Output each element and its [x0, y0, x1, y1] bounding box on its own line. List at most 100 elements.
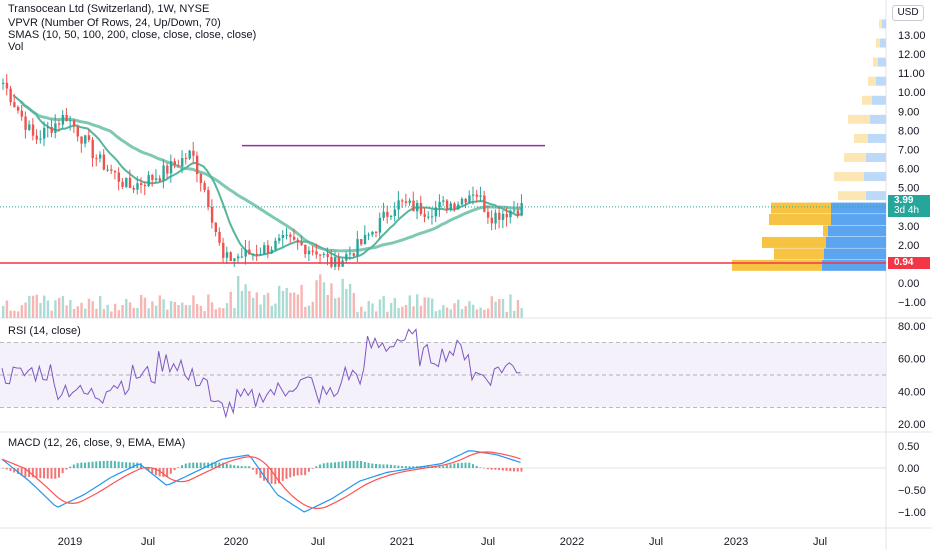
- volume-bar: [110, 311, 113, 318]
- volume-bar: [483, 309, 486, 318]
- candle-body: [207, 190, 210, 208]
- volume-bar: [199, 305, 203, 318]
- volume-bar: [251, 297, 255, 318]
- time-axis-label: 2021: [390, 536, 414, 548]
- volume-bar: [408, 295, 411, 318]
- vpvr-up-bar: [822, 259, 886, 271]
- time-axis-label: Jul: [813, 536, 827, 548]
- vpvr-down-bar: [771, 202, 831, 214]
- macd-histogram-bar: [393, 465, 396, 468]
- volume-bar: [50, 310, 53, 318]
- volume-bar: [169, 301, 173, 318]
- macd-histogram-bar: [311, 468, 314, 469]
- macd-line: [1, 450, 521, 513]
- candle-body: [61, 114, 65, 125]
- macd-histogram-bar: [233, 465, 236, 468]
- candle-body: [136, 183, 139, 190]
- macd-histogram-bar: [397, 465, 400, 468]
- volume-bar: [445, 307, 449, 318]
- volume-bar: [292, 292, 296, 318]
- candle-body: [240, 256, 244, 258]
- candle-body: [386, 211, 389, 217]
- price-tick-label: −1.00: [898, 297, 926, 309]
- price-tick-label: 2.00: [898, 240, 919, 252]
- macd-histogram-bar: [360, 461, 363, 468]
- macd-legend[interactable]: MACD (12, 26, close, 9, EMA, EMA): [8, 437, 186, 449]
- price-tick-label: 9.00: [898, 106, 919, 118]
- volume-bar: [16, 311, 20, 318]
- macd-histogram-bar: [442, 466, 445, 468]
- macd-histogram-bar: [125, 462, 128, 468]
- volume-bar: [214, 309, 218, 318]
- candle-body: [486, 211, 490, 218]
- price-tick-label: 10.00: [898, 87, 926, 99]
- volume-bar: [333, 298, 337, 318]
- candle-body: [397, 200, 400, 210]
- candle-body: [218, 232, 221, 243]
- macd-histogram-bar: [483, 468, 486, 469]
- candle-body: [222, 242, 225, 258]
- candle-body: [266, 245, 270, 254]
- volume-bar: [501, 298, 505, 318]
- rsi-legend[interactable]: RSI (14, close): [8, 325, 81, 337]
- currency-button[interactable]: USD: [892, 5, 924, 21]
- candle-body: [158, 178, 162, 181]
- candle-body: [375, 231, 378, 233]
- vpvr-down-bar: [838, 191, 866, 201]
- volume-bar: [222, 308, 225, 318]
- volume-bar: [393, 298, 397, 318]
- vol-legend[interactable]: Vol: [8, 41, 24, 53]
- vpvr-down-bar: [854, 133, 868, 143]
- macd-histogram-bar: [162, 468, 165, 477]
- candle-body: [113, 170, 117, 173]
- candle-body: [188, 150, 191, 159]
- macd-histogram-bar: [296, 468, 299, 476]
- candle-body: [274, 240, 277, 250]
- volume-bar: [367, 301, 370, 318]
- volume-bar: [270, 305, 273, 318]
- candle-body: [28, 124, 31, 130]
- symbol-title[interactable]: Transocean Ltd (Switzerland), 1W, NYSE: [8, 3, 210, 15]
- volume-bar: [479, 307, 482, 318]
- macd-histogram-bar: [337, 461, 340, 468]
- macd-histogram-bar: [285, 468, 288, 479]
- candle-body: [460, 198, 464, 205]
- price-tick-label: 0.00: [898, 278, 919, 290]
- volume-bar: [95, 308, 98, 318]
- macd-histogram-bar: [121, 461, 124, 468]
- vpvr-up-bar: [826, 236, 886, 248]
- volume-bar: [513, 310, 516, 318]
- candle-body: [352, 253, 356, 256]
- volume-bar: [65, 305, 68, 318]
- volume-bar: [360, 306, 363, 318]
- candle-body: [270, 249, 273, 254]
- candle-body: [464, 198, 467, 203]
- macd-histogram-bar: [255, 468, 258, 475]
- macd-histogram-bar: [333, 462, 336, 468]
- candle-body: [50, 126, 53, 133]
- macd-histogram-bar: [244, 466, 247, 468]
- volume-bar: [158, 295, 162, 318]
- candle-body: [371, 231, 374, 235]
- vpvr-legend[interactable]: VPVR (Number Of Rows, 24, Up/Down, 70): [8, 17, 221, 29]
- volume-bar: [5, 300, 9, 318]
- smas-legend[interactable]: SMAS (10, 50, 100, 200, close, close, cl…: [8, 29, 257, 41]
- macd-histogram-bar: [39, 468, 42, 479]
- volume-bar: [397, 307, 400, 318]
- volume-bar: [31, 295, 35, 318]
- candle-body: [143, 184, 147, 187]
- vpvr-up-bar: [831, 202, 886, 214]
- macd-histogram-bar: [132, 462, 135, 468]
- candle-body: [404, 201, 408, 203]
- volume-bar: [289, 292, 292, 318]
- candle-body: [110, 169, 113, 171]
- candle-body: [490, 217, 494, 224]
- macd-histogram-bar: [382, 464, 385, 468]
- volume-bar: [468, 301, 471, 318]
- macd-histogram-bar: [102, 460, 105, 468]
- volume-bar: [345, 288, 348, 318]
- candle-body: [72, 120, 76, 127]
- volume-bar: [423, 297, 426, 318]
- vpvr-up-bar: [868, 133, 886, 143]
